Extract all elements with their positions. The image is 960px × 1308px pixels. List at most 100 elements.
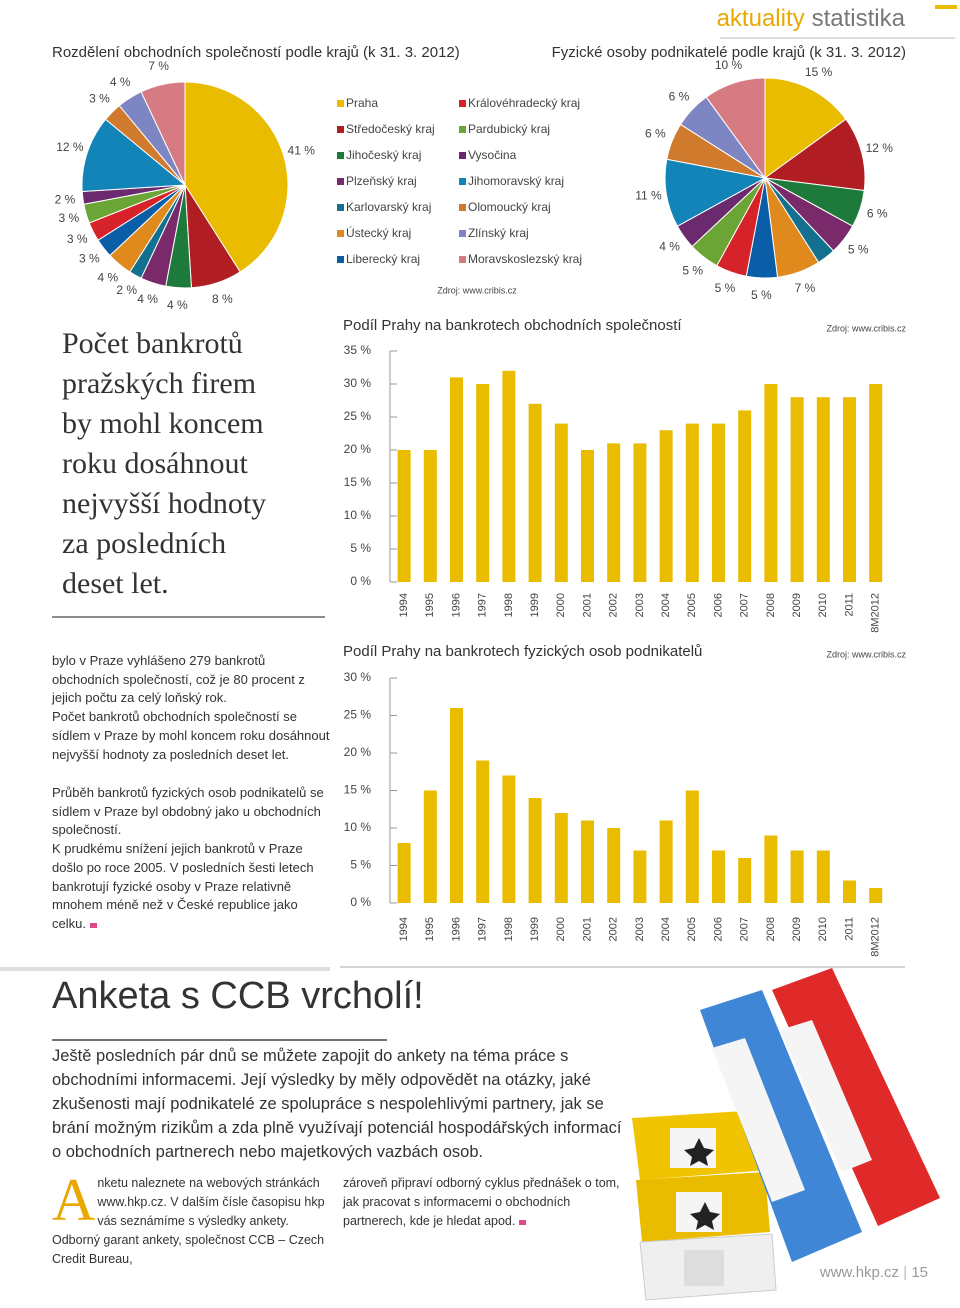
legend-label: Moravskoslezský kraj: [468, 252, 582, 266]
slice-label: 4 %: [659, 240, 680, 254]
x-tick-label: 2002: [608, 917, 620, 941]
bar: [843, 397, 856, 582]
x-tick-label: 1999: [529, 917, 541, 941]
x-tick-label: 1998: [503, 593, 515, 617]
bar: [816, 850, 830, 903]
legend-label: Jihomoravský kraj: [468, 174, 564, 188]
bar: [554, 813, 568, 903]
bar: [607, 443, 621, 582]
slice-label: 3 %: [67, 232, 88, 246]
paragraph: Počet bankrotů obchodních společností se…: [52, 709, 330, 762]
x-tick-label: 2005: [686, 917, 698, 941]
legend-label: Praha: [346, 96, 378, 110]
legend-swatch: [459, 126, 466, 133]
quote-line: deset let.: [62, 567, 169, 600]
y-tick-label: 15 %: [344, 475, 372, 489]
anketa-column: zároveň připraví odborný cyklus přednáše…: [343, 1174, 623, 1231]
y-tick-label: 0 %: [350, 574, 371, 588]
legend-label: Vysočina: [468, 148, 517, 162]
pie-slice: [763, 118, 866, 192]
legend-label: Královéhradecký kraj: [468, 96, 580, 110]
chart-title: Podíl Prahy na bankrotech fyzických osob…: [343, 643, 702, 660]
slice-label: 10 %: [715, 58, 743, 72]
bar: [633, 443, 647, 582]
slice-label: 4 %: [98, 270, 119, 284]
x-tick-label: 2009: [791, 917, 803, 941]
slice-label: 2 %: [55, 192, 76, 206]
slice-label: 11 %: [635, 189, 662, 203]
legend-label: Pardubický kraj: [468, 122, 550, 136]
bar: [712, 423, 725, 582]
slice-label: 4 %: [137, 292, 158, 306]
legend-swatch: [459, 152, 466, 159]
quote-line: nejvyšší hodnoty: [62, 487, 267, 520]
legend-label: Jihočeský kraj: [346, 148, 421, 162]
quote-line: Počet bankrotů: [62, 327, 243, 360]
x-tick-label: 2011: [843, 593, 855, 617]
anketa-title: Anketa s CCB vrcholí!: [52, 975, 424, 1017]
x-tick-label: 8M2012: [870, 593, 882, 633]
slice-label: 12 %: [866, 141, 894, 155]
bar: [423, 450, 437, 582]
bar: [502, 775, 516, 903]
footer: www.hkp.cz | 15: [820, 1264, 928, 1281]
slice-label: 12 %: [56, 140, 84, 154]
header-accent: [935, 5, 957, 9]
bar: [790, 397, 804, 582]
y-tick-label: 35 %: [344, 343, 372, 357]
x-tick-label: 2011: [843, 917, 855, 941]
bar: [450, 708, 463, 903]
legend-label: Karlovarský kraj: [346, 200, 431, 214]
paragraph-text: K prudkému snížení jejich bankrotů v Pra…: [52, 841, 314, 931]
paragraph: Průběh bankrotů fyzických osob podnikate…: [52, 785, 324, 838]
bar: [502, 370, 516, 582]
x-tick-label: 2007: [739, 917, 751, 941]
pie-title: Fyzické osoby podnikatelé podle krajů (k…: [552, 44, 906, 61]
legend-label: Zlínský kraj: [468, 226, 529, 240]
x-tick-label: 1997: [477, 917, 489, 941]
article-top: bylo v Praze vyhlášeno 279 bankrotů obch…: [52, 652, 334, 764]
y-tick-label: 30 %: [344, 376, 372, 390]
legend-swatch: [337, 126, 344, 133]
x-tick-label: 1994: [398, 917, 410, 941]
x-tick-label: 1995: [424, 593, 436, 617]
quote-line: pražských firem: [62, 367, 257, 400]
x-tick-label: 2005: [686, 593, 698, 617]
x-tick-label: 1998: [503, 917, 515, 941]
slice-label: 4 %: [167, 298, 188, 312]
y-tick-label: 10 %: [344, 820, 372, 834]
x-tick-label: 1997: [477, 593, 489, 617]
pie-slice: [764, 77, 847, 179]
pie-title: Rozdělení obchodních společností podle k…: [52, 44, 460, 61]
bar: [685, 790, 699, 903]
paragraph: bylo v Praze vyhlášeno 279 bankrotů obch…: [52, 653, 305, 706]
bar: [607, 828, 621, 903]
x-tick-label: 2003: [634, 917, 646, 941]
bar: [528, 403, 542, 582]
slice-label: 6 %: [669, 89, 690, 103]
y-tick-label: 0 %: [350, 895, 371, 909]
slice-label: 41 %: [288, 143, 316, 157]
x-tick-label: 2001: [581, 593, 593, 617]
page-number: 15: [911, 1264, 928, 1281]
slice-label: 6 %: [645, 127, 666, 141]
bar: [869, 888, 883, 903]
bar: [738, 858, 752, 903]
bar: [476, 760, 490, 903]
x-tick-label: 2008: [765, 593, 777, 617]
y-tick-label: 10 %: [344, 508, 372, 522]
bar: [581, 820, 594, 903]
drop-cap: A: [52, 1167, 96, 1233]
legend-swatch: [459, 100, 466, 107]
x-tick-label: 2000: [555, 593, 567, 617]
legend-swatch: [459, 256, 466, 263]
x-tick-label: 2004: [660, 917, 672, 941]
x-tick-label: 1994: [398, 593, 410, 617]
pie-slice: [184, 81, 289, 273]
slice-label: 5 %: [751, 288, 772, 302]
bar: [738, 410, 752, 582]
legend-swatch: [459, 178, 466, 185]
bar: [397, 450, 411, 582]
